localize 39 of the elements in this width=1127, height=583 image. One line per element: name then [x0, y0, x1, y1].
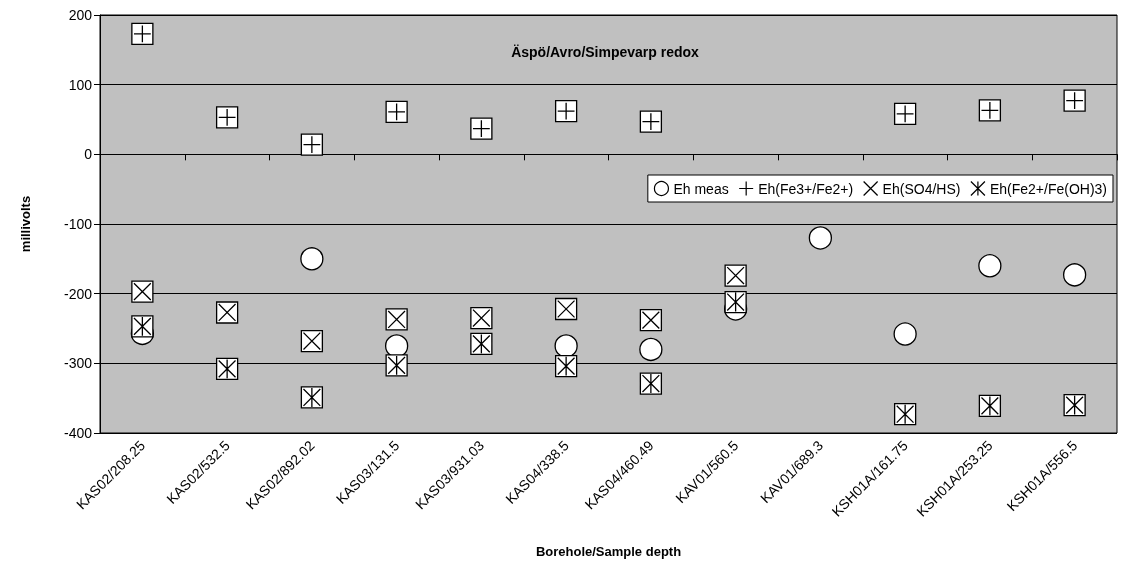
point — [215, 106, 239, 129]
point — [554, 334, 578, 358]
point — [215, 301, 239, 324]
point — [385, 308, 408, 331]
text: Äspö/Avro/Simpevarp redox — [511, 44, 700, 60]
y-axis-title: millivolts — [18, 195, 33, 253]
legend-label: Eh meas — [673, 180, 729, 197]
y-tick-label: -400 — [63, 425, 93, 441]
y-tick-label: -200 — [63, 285, 93, 302]
point — [1063, 89, 1086, 112]
x-axis-title: Borehole/Sample depth — [535, 544, 682, 559]
y-tick-label: 100 — [68, 76, 93, 93]
point — [300, 133, 324, 156]
point — [639, 308, 663, 332]
point — [639, 110, 663, 133]
point — [470, 117, 493, 140]
point — [300, 329, 324, 353]
y-tick-label: 200 — [68, 7, 93, 23]
point — [131, 22, 154, 45]
point — [131, 280, 154, 303]
point — [300, 247, 324, 271]
point — [1063, 263, 1087, 287]
point — [978, 254, 1002, 278]
legend-label: Eh(SO4/HS) — [882, 180, 961, 197]
legend-label: Eh(Fe3+/Fe2+) — [758, 180, 854, 197]
point — [978, 99, 1002, 122]
point — [724, 264, 747, 287]
legend-label: Eh(Fe2+/Fe(OH)3) — [989, 180, 1108, 197]
point — [893, 102, 917, 126]
point — [385, 100, 408, 123]
y-tick-label: -100 — [63, 216, 93, 232]
point — [470, 306, 493, 330]
y-tick-label: 0 — [84, 146, 93, 163]
y-tick-label: -300 — [63, 355, 93, 372]
point — [554, 297, 578, 321]
point — [639, 337, 663, 362]
point — [554, 99, 578, 123]
point — [893, 322, 917, 346]
point — [808, 226, 833, 250]
